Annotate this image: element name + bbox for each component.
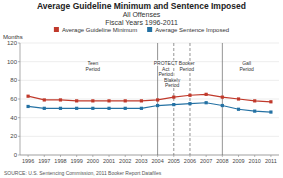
point xyxy=(269,110,272,113)
point xyxy=(188,102,191,105)
series-line xyxy=(28,94,271,101)
point xyxy=(237,108,240,111)
grid-line xyxy=(20,136,279,137)
point xyxy=(107,107,110,110)
y-axis xyxy=(20,43,21,155)
point xyxy=(205,101,208,104)
point xyxy=(269,100,272,103)
point xyxy=(221,96,224,99)
x-tick-label: 2006 xyxy=(184,158,196,164)
period-label: Period xyxy=(239,66,254,72)
y-tick-label: 20 xyxy=(10,133,17,139)
x-tick-label: 1998 xyxy=(54,158,66,164)
point xyxy=(107,99,110,102)
x-tick-label: 2010 xyxy=(249,158,261,164)
series-line xyxy=(28,103,271,112)
x-tick-label: 2008 xyxy=(216,158,228,164)
x-tick-label: 2005 xyxy=(168,158,180,164)
x-axis xyxy=(20,155,279,156)
period-label: Period xyxy=(180,66,195,72)
point xyxy=(43,98,46,101)
x-tick-label: 2000 xyxy=(87,158,99,164)
y-tick-label: 40 xyxy=(10,115,17,121)
subtitle: All Offenses xyxy=(123,11,161,18)
y-tick-label: 80 xyxy=(10,77,17,83)
chart: Average Guideline Minimum and Sentence I… xyxy=(0,0,283,178)
x-tick-label: 2007 xyxy=(200,158,212,164)
point xyxy=(221,104,224,107)
point xyxy=(156,104,159,107)
legend-swatch xyxy=(147,27,152,32)
plot-area xyxy=(26,43,272,155)
x-tick-label: 2001 xyxy=(103,158,115,164)
point xyxy=(91,107,94,110)
legend-item: Average Guideline Minimum xyxy=(54,27,137,33)
point xyxy=(156,98,159,101)
source: SOURCE: U.S. Sentencing Commission, 2011… xyxy=(4,170,162,176)
legend-label: Average Guideline Minimum xyxy=(62,27,137,33)
y-tick-label: 100 xyxy=(7,59,18,65)
point xyxy=(75,99,78,102)
grid-line xyxy=(20,43,279,44)
y-tick-label: 0 xyxy=(14,152,18,158)
point xyxy=(140,107,143,110)
point xyxy=(43,107,46,110)
point xyxy=(188,94,191,97)
x-tick-label: 1999 xyxy=(71,158,83,164)
y-tick-label: 120 xyxy=(7,40,18,46)
point xyxy=(140,99,143,102)
y-axis-label: Months xyxy=(3,34,23,40)
period-label: Period xyxy=(158,71,173,77)
grid-line xyxy=(20,117,279,118)
point xyxy=(59,107,62,110)
period-line xyxy=(222,43,223,155)
point xyxy=(172,103,175,106)
point xyxy=(91,99,94,102)
grid-line xyxy=(20,155,279,156)
legend-swatch xyxy=(54,27,59,32)
x-tick-label: 2011 xyxy=(265,158,277,164)
point xyxy=(253,99,256,102)
point xyxy=(253,110,256,113)
period-label: Period xyxy=(86,66,101,72)
x-tick-label: 2003 xyxy=(135,158,147,164)
period-label: Period xyxy=(165,82,180,88)
grid xyxy=(20,43,279,155)
title: Average Guideline Minimum and Sentence I… xyxy=(37,1,246,11)
legend-label: Average Sentence Imposed xyxy=(155,27,229,33)
point xyxy=(124,107,127,110)
point xyxy=(237,97,240,100)
legend: Average Guideline Minimum Average Sentenc… xyxy=(54,27,229,33)
legend-item: Average Sentence Imposed xyxy=(147,27,229,33)
grid-line xyxy=(20,80,279,81)
point xyxy=(59,98,62,101)
x-tick-label: 1996 xyxy=(22,158,34,164)
annotations: TeenPeriodPROTECTActPeriodBlakelyPeriodB… xyxy=(86,60,254,88)
point xyxy=(124,99,127,102)
subtitle: Fiscal Years 1996-2011 xyxy=(105,19,178,26)
x-tick-label: 2009 xyxy=(232,158,244,164)
point xyxy=(26,105,29,108)
point xyxy=(26,95,29,98)
x-tick-label: 2004 xyxy=(151,158,163,164)
x-tick-label: 2002 xyxy=(119,158,131,164)
x-tick-label: 1997 xyxy=(38,158,50,164)
point xyxy=(205,93,208,96)
point xyxy=(172,96,175,99)
point xyxy=(75,107,78,110)
y-tick-label: 60 xyxy=(10,96,17,102)
grid-line xyxy=(20,61,279,62)
